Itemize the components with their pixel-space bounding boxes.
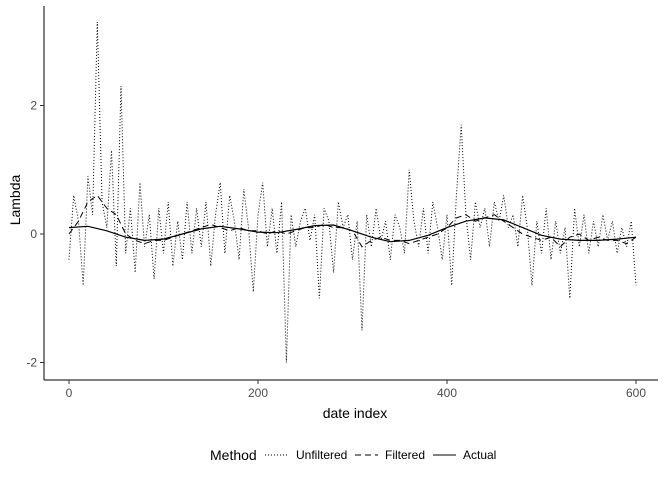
y-ticks: -2 0 2 — [26, 99, 44, 370]
y-axis-title: Lambda — [7, 174, 23, 225]
series-line-unfiltered — [68, 21, 637, 363]
y-tick-label: 2 — [30, 99, 37, 113]
x-tick-label: 600 — [626, 386, 646, 400]
x-tick-label: 200 — [248, 386, 268, 400]
x-axis-title: date index — [323, 405, 388, 421]
legend-label-actual: Actual — [463, 448, 496, 462]
y-tick-label: 0 — [30, 227, 37, 241]
x-tick-label: 0 — [66, 386, 73, 400]
legend-label-filtered: Filtered — [385, 448, 425, 462]
legend-title: Method — [210, 447, 257, 463]
x-tick-label: 400 — [437, 386, 457, 400]
legend: Method Unfiltered Filtered Actual — [210, 447, 496, 463]
series-line-filtered — [68, 194, 637, 248]
series-line-actual — [68, 217, 637, 243]
legend-label-unfiltered: Unfiltered — [296, 448, 347, 462]
plot-area — [68, 21, 637, 363]
y-tick-label: -2 — [26, 356, 37, 370]
x-ticks: 0 200 400 600 — [66, 380, 646, 400]
